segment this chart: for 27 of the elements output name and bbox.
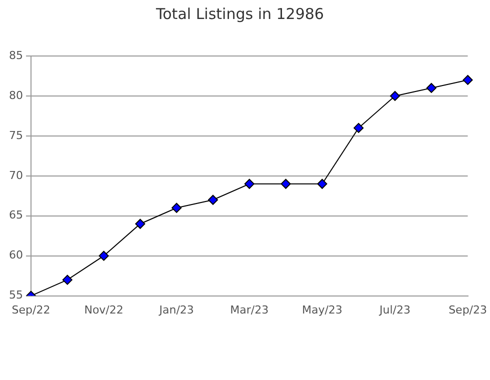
point	[317, 178, 328, 189]
y-tick-label: 60	[8, 248, 23, 262]
x-tick-label: Sep/22	[12, 303, 50, 316]
y-tick-label: 65	[8, 208, 23, 222]
point	[135, 218, 146, 229]
x-tick-label: Jul/23	[378, 303, 410, 316]
y-tick-label: 55	[8, 288, 23, 302]
x-tick-label: Nov/22	[84, 303, 124, 316]
point	[426, 82, 436, 93]
y-tick-label: 70	[8, 168, 23, 182]
point	[390, 90, 400, 101]
point	[462, 74, 473, 85]
y-tick-label: 85	[8, 48, 23, 62]
point	[172, 202, 182, 213]
point	[208, 194, 218, 205]
chart-title: Total Listings in 12986	[155, 4, 324, 23]
x-tick-label: Mar/23	[230, 303, 269, 316]
x-tick-label: Sep/23	[448, 303, 487, 316]
point	[244, 178, 254, 189]
point	[354, 122, 364, 133]
point	[280, 178, 291, 189]
x-tick-label: Jan/23	[158, 303, 194, 316]
point	[62, 274, 72, 285]
y-tick-label: 75	[8, 128, 23, 142]
point	[98, 250, 109, 261]
x-tick-label: May/23	[302, 303, 342, 316]
y-tick-label: 80	[8, 88, 23, 102]
